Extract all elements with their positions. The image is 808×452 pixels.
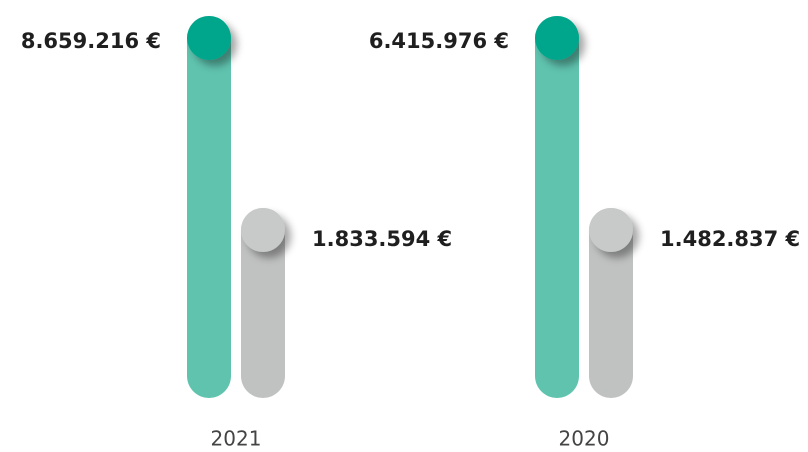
value-label: 1.833.594 € bbox=[312, 227, 452, 251]
bar-knob bbox=[589, 208, 633, 252]
value-label: 8.659.216 € bbox=[21, 29, 161, 53]
bar bbox=[535, 16, 579, 398]
bar-knob bbox=[241, 208, 285, 252]
x-tick-label: 2021 bbox=[211, 427, 262, 451]
bar bbox=[187, 16, 231, 398]
bar bbox=[241, 208, 285, 398]
x-tick-label: 2020 bbox=[559, 427, 610, 451]
bar-knob bbox=[535, 16, 579, 60]
value-label: 6.415.976 € bbox=[369, 29, 509, 53]
bar-knob bbox=[187, 16, 231, 60]
value-label: 1.482.837 € bbox=[660, 227, 800, 251]
bar bbox=[589, 208, 633, 398]
